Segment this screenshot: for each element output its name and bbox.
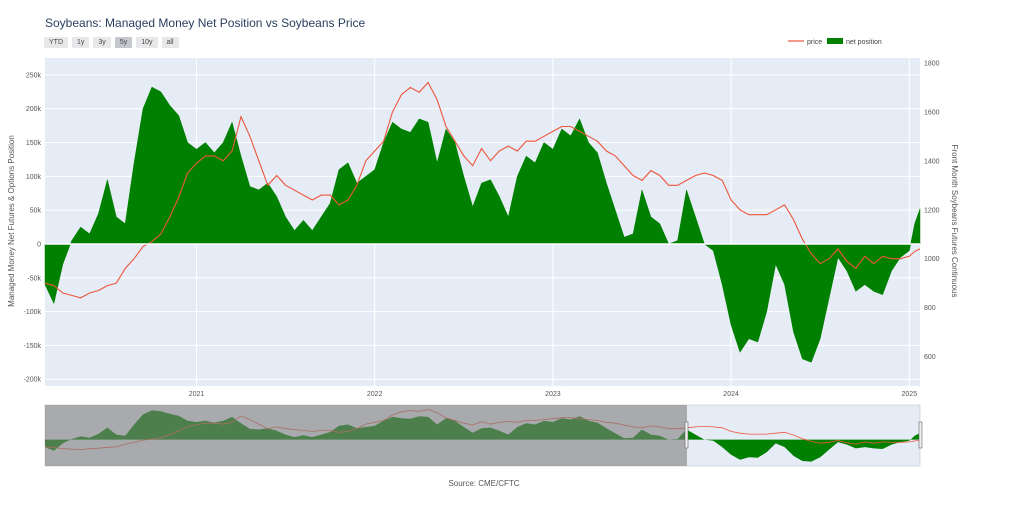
legend-price-label[interactable]: price <box>807 39 822 46</box>
y-tick-label: -100k <box>23 309 41 316</box>
price-series-line <box>44 81 921 299</box>
y2-axis-title: Front Month Soybeans Futures Continuous <box>950 145 959 298</box>
range-button-all[interactable]: all <box>161 37 179 48</box>
net-position-area <box>44 86 921 363</box>
y2-tick-label: 1200 <box>924 207 940 214</box>
y-tick-label: 100k <box>26 174 42 181</box>
y2-tick-label: 1800 <box>924 60 940 67</box>
legend: price net position <box>788 38 882 46</box>
y2-tick-label: 1000 <box>924 256 940 263</box>
y-tick-label: -200k <box>23 377 41 384</box>
x-tick-label: 2023 <box>545 391 561 398</box>
y-tick-label: -150k <box>23 343 41 350</box>
x-tick-label: 2021 <box>189 391 205 398</box>
range-selector: YTD 1y 3y 5y 10y all <box>44 37 179 48</box>
legend-net-position-swatch <box>827 38 843 44</box>
legend-net-position-label[interactable]: net position <box>846 39 882 46</box>
y-tick-label: 250k <box>26 72 42 79</box>
x-axis-ticks: 2021 2022 2023 2024 2025 <box>189 391 918 398</box>
y-tick-label: 200k <box>26 106 42 113</box>
y2-tick-label: 800 <box>924 305 936 312</box>
y2-tick-label: 1600 <box>924 109 940 116</box>
range-slider[interactable] <box>44 404 923 467</box>
range-slider-handle-left[interactable] <box>684 421 689 449</box>
range-slider-handle-right[interactable] <box>918 421 923 449</box>
x-tick-label: 2024 <box>723 391 739 398</box>
x-tick-label: 2025 <box>902 391 918 398</box>
price-line-layer <box>44 81 921 299</box>
y-axis-title: Managed Money Net Futures & Options Posi… <box>7 135 16 307</box>
y2-tick-label: 600 <box>924 354 936 361</box>
y-tick-label: 150k <box>26 140 42 147</box>
y-axis-ticks: -200k -150k -100k -50k 0 50k 100k 150k 200k 250k <box>23 72 41 383</box>
y2-tick-label: 1400 <box>924 158 940 165</box>
range-button-10y[interactable]: 10y <box>136 37 158 48</box>
y-tick-label: 50k <box>30 208 42 215</box>
range-button-ytd[interactable]: YTD <box>44 37 68 48</box>
range-slider-shade <box>45 405 687 466</box>
range-button-1y[interactable]: 1y <box>72 37 90 48</box>
source-note: Source: CME/CFTC <box>448 479 519 488</box>
x-tick-label: 2022 <box>367 391 383 398</box>
range-button-5y[interactable]: 5y <box>114 37 133 48</box>
net-position-fill <box>44 86 921 363</box>
y-tick-label: -50k <box>27 275 41 282</box>
y-tick-label: 0 <box>37 241 41 248</box>
y2-axis-ticks: 600 800 1000 1200 1400 1600 1800 <box>924 60 940 361</box>
chart-title: Soybeans: Managed Money Net Position vs … <box>45 16 366 30</box>
range-button-3y[interactable]: 3y <box>93 37 111 48</box>
